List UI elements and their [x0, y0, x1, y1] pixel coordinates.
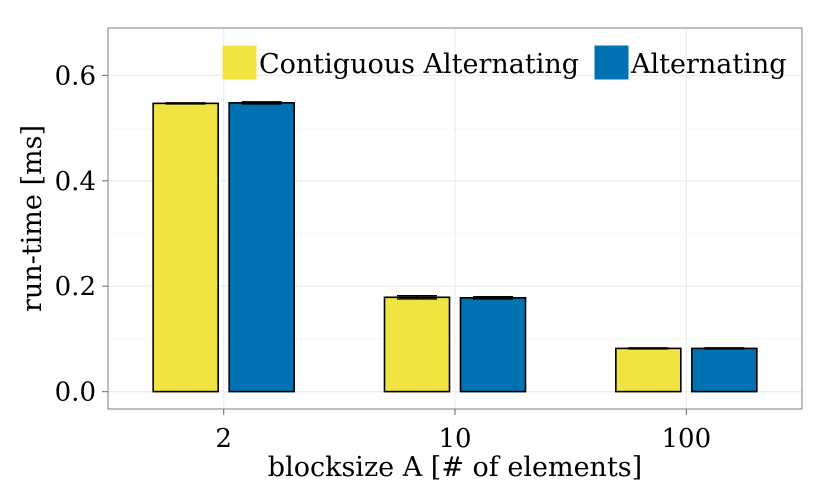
legend: Contiguous Alternating Alternating: [221, 44, 787, 81]
y-axis: 0.0 0.2 0.4 0.6: [55, 61, 108, 408]
legend-label-alternating: Alternating: [630, 49, 787, 80]
bar-alternating-10: [459, 297, 527, 393]
x-tick-label: 100: [662, 424, 712, 454]
x-axis: 2 10 100: [215, 409, 711, 454]
bar-group: [152, 101, 758, 393]
x-tick-label: 10: [438, 424, 471, 454]
legend-label-contiguous-alternating: Contiguous Alternating: [259, 49, 579, 80]
legend-swatch-alternating: [593, 44, 630, 81]
bar-alternating-100: [691, 347, 758, 393]
x-tick-label: 2: [215, 424, 232, 454]
bar-contiguous-alternating-10: [383, 296, 451, 393]
bar-contiguous-alternating-100: [615, 347, 682, 393]
y-tick-label: 0.4: [55, 167, 96, 197]
y-tick-label: 0.6: [55, 61, 96, 91]
bar-alternating-2: [228, 102, 295, 393]
y-tick-label: 0.0: [55, 378, 96, 408]
legend-swatch-contiguous-alternating: [221, 44, 258, 81]
y-tick-label: 0.2: [55, 272, 96, 302]
y-axis-title: run-time [ms]: [17, 125, 48, 312]
bar-contiguous-alternating-2: [152, 102, 219, 393]
x-axis-title: blocksize A [# of elements]: [268, 452, 642, 483]
